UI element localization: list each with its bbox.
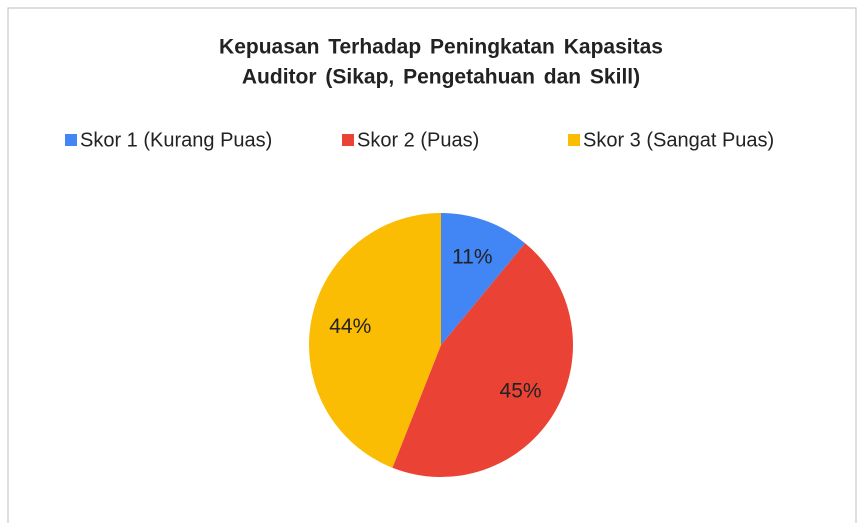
legend-swatch <box>65 134 77 146</box>
pie-slice <box>441 213 526 345</box>
data-label: 45% <box>500 380 542 403</box>
legend-label: Skor 1 (Kurang Puas) <box>80 129 272 151</box>
pie-slice <box>392 243 573 477</box>
legend-swatch <box>342 134 354 146</box>
chart-frame <box>7 7 857 523</box>
chart-title: Auditor (Sikap, Pengetahuan dan Skill) <box>242 66 640 89</box>
data-label: 44% <box>329 315 371 338</box>
legend-label: Skor 3 (Sangat Puas) <box>583 129 774 151</box>
legend-swatch <box>568 134 580 146</box>
data-label: 11% <box>452 246 492 269</box>
chart-title: Kepuasan Terhadap Peningkatan Kapasitas <box>219 36 663 59</box>
pie-slice <box>308 213 441 468</box>
legend-label: Skor 2 (Puas) <box>357 129 479 151</box>
